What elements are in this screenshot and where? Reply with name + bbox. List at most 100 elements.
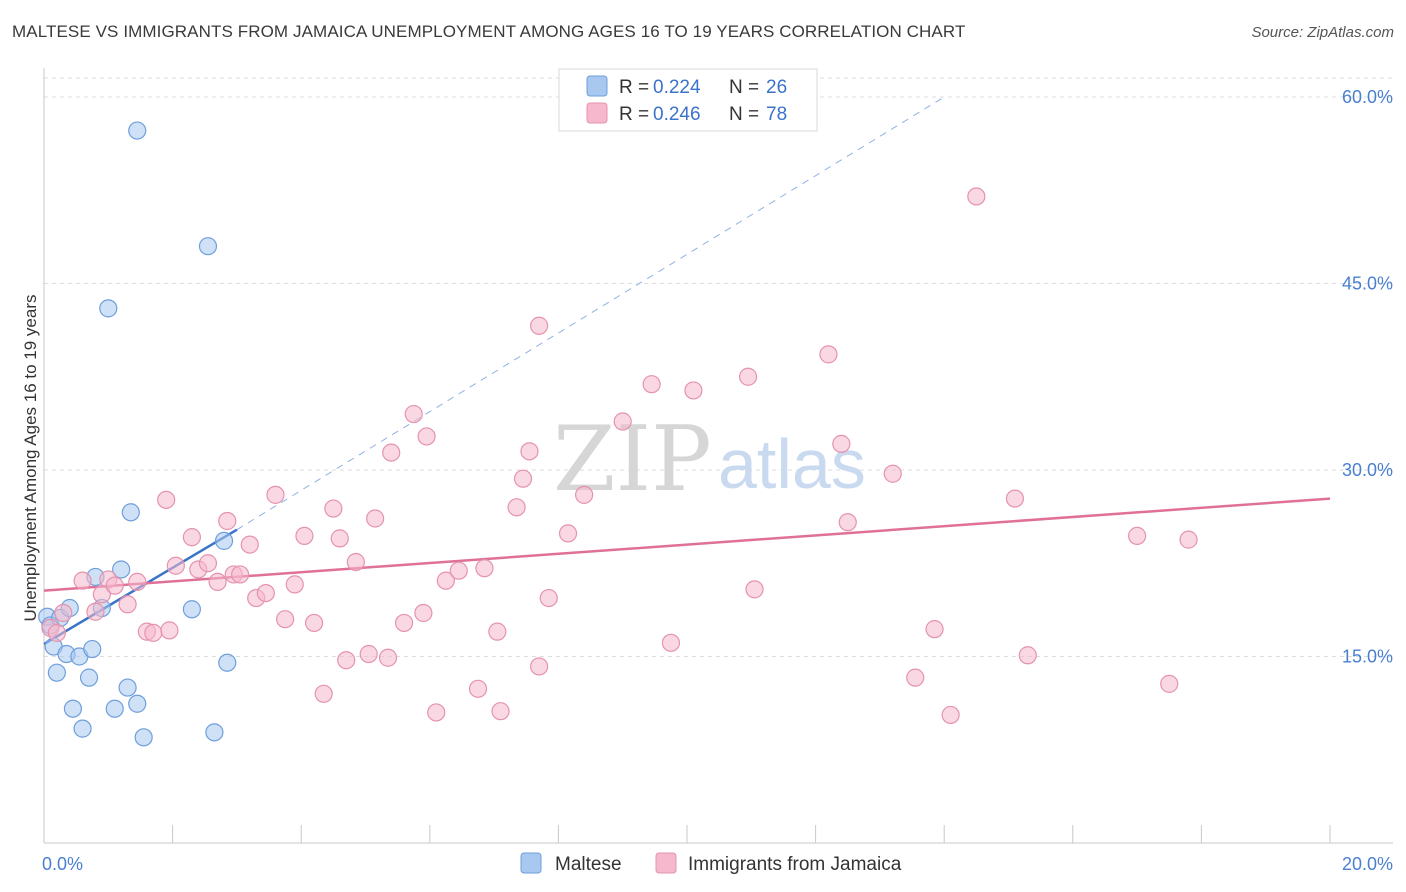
- maltese-point: [105, 699, 124, 718]
- jamaica-point: [1160, 674, 1179, 693]
- jamaica-point: [86, 602, 105, 621]
- maltese-point: [214, 531, 234, 550]
- maltese-point: [128, 121, 147, 140]
- jamaica-point: [1005, 489, 1025, 508]
- jamaica-point: [198, 554, 218, 573]
- jamaica-point: [436, 571, 455, 590]
- maltese-point: [99, 299, 118, 318]
- maltese-point: [218, 653, 237, 672]
- jamaica-point: [231, 565, 250, 584]
- jamaica-point: [642, 375, 661, 394]
- bottom-legend-swatch-jamaica: [655, 852, 677, 874]
- y-tick-label: 30.0%: [1342, 460, 1393, 480]
- source-credit: Source: ZipAtlas.com: [1251, 24, 1394, 41]
- maltese-point: [73, 719, 92, 738]
- jamaica-point: [661, 633, 681, 652]
- jamaica-point: [838, 513, 857, 532]
- maltese-point: [198, 237, 218, 256]
- chart-title: MALTESE VS IMMIGRANTS FROM JAMAICA UNEMP…: [12, 22, 966, 41]
- jamaica-point: [575, 485, 594, 504]
- maltese-point: [83, 639, 102, 659]
- jamaica-point: [1179, 530, 1198, 549]
- y-tick-labels: 15.0% 30.0% 45.0% 60.0%: [1342, 87, 1393, 667]
- jamaica-point: [166, 556, 185, 575]
- jamaica-point: [530, 657, 549, 676]
- jamaica-point: [738, 367, 758, 386]
- legend-swatch-maltese: [586, 75, 608, 97]
- jamaica-point: [558, 524, 578, 543]
- legend-n-label-maltese: N =: [729, 77, 759, 98]
- jamaica-point: [491, 702, 510, 721]
- jamaica-point: [475, 559, 494, 578]
- jamaica-point: [613, 412, 632, 431]
- bottom-legend-swatch-maltese: [520, 852, 542, 874]
- jamaica-point: [266, 485, 285, 504]
- y-tick-label: 15.0%: [1342, 647, 1393, 667]
- data-points: [38, 121, 1198, 747]
- maltese-point: [63, 699, 83, 718]
- maltese-point: [118, 678, 137, 697]
- jamaica-point: [160, 621, 179, 640]
- maltese-point: [112, 560, 131, 579]
- maltese-point: [79, 668, 99, 687]
- jamaica-point: [208, 572, 227, 592]
- watermark: ZIP atlas: [553, 407, 866, 512]
- jamaica-point: [382, 443, 401, 462]
- jamaica-point: [539, 588, 558, 608]
- jamaica-point: [256, 583, 275, 603]
- jamaica-trend-line: [43, 497, 1331, 592]
- jamaica-point: [304, 613, 324, 633]
- maltese-point: [47, 663, 66, 682]
- jamaica-point: [276, 610, 295, 629]
- jamaica-point: [314, 684, 333, 703]
- jamaica-point: [118, 595, 137, 614]
- legend-r-value-jamaica: 0.246: [653, 104, 701, 125]
- jamaica-point: [337, 651, 356, 670]
- jamaica-point: [414, 603, 433, 623]
- jamaica-point: [218, 511, 237, 531]
- jamaica-point: [1127, 526, 1147, 545]
- jamaica-point: [366, 509, 385, 528]
- axes: [43, 68, 1393, 844]
- legend-swatch-jamaica: [586, 102, 608, 124]
- jamaica-point: [507, 498, 526, 517]
- maltese-point: [121, 503, 140, 522]
- jamaica-point: [819, 345, 838, 364]
- jamaica-point: [285, 575, 304, 594]
- legend-r-label-jamaica: R =: [619, 104, 649, 125]
- jamaica-point: [520, 442, 539, 461]
- jamaica-point: [745, 580, 764, 599]
- legend-r-value-maltese: 0.224: [653, 77, 701, 98]
- jamaica-point: [967, 187, 986, 206]
- legend-n-value-jamaica: 78: [766, 104, 787, 125]
- legend-n-label-jamaica: N =: [729, 104, 759, 125]
- trend-lines: [43, 96, 1331, 646]
- x-tick-label-max: 20.0%: [1342, 854, 1393, 874]
- series-legend: Maltese Immigrants from Jamaica: [520, 852, 902, 875]
- jamaica-point: [47, 623, 66, 642]
- x-tick-label-min: 0.0%: [42, 854, 83, 874]
- jamaica-point: [488, 622, 507, 641]
- jamaica-point: [54, 603, 73, 623]
- y-tick-label: 60.0%: [1342, 87, 1393, 107]
- jamaica-point: [73, 571, 92, 590]
- jamaica-point: [883, 464, 902, 483]
- jamaica-point: [240, 535, 259, 554]
- legend-n-value-maltese: 26: [766, 77, 787, 98]
- jamaica-point: [359, 644, 378, 664]
- jamaica-point: [144, 623, 163, 642]
- jamaica-point: [404, 404, 423, 424]
- maltese-point: [134, 728, 153, 747]
- jamaica-point: [417, 427, 436, 446]
- jamaica-point: [105, 576, 124, 595]
- maltese-point: [128, 694, 147, 713]
- jamaica-point: [941, 705, 960, 725]
- jamaica-point: [324, 499, 343, 518]
- y-axis-label: Unemployment Among Ages 16 to 19 years: [21, 295, 40, 622]
- jamaica-point: [832, 434, 851, 453]
- jamaica-point: [378, 648, 398, 667]
- jamaica-point: [513, 469, 533, 488]
- jamaica-point: [449, 561, 468, 580]
- maltese-point: [205, 723, 224, 742]
